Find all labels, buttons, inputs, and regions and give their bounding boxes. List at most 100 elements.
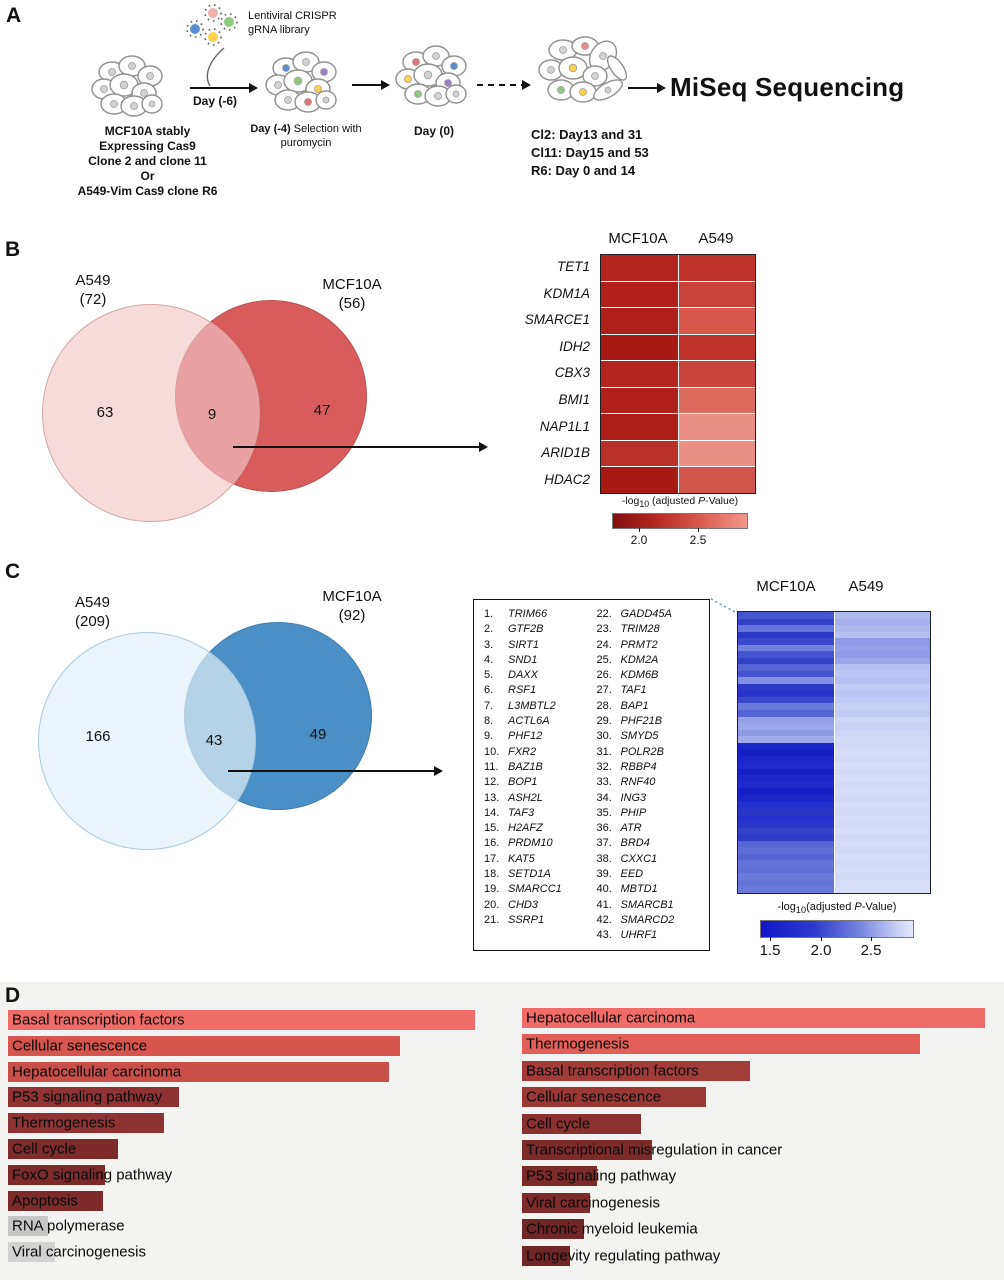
gene-list-number: 16. [484,837,500,850]
panel-a-label: A [6,4,22,27]
colorbar-b-ticklabel-2: 2.5 [689,533,707,547]
heatmap-b-cell [601,387,678,414]
pathway-bar [522,1087,706,1108]
legend-b-p: P [698,495,706,507]
gene-list-number: 24. [596,638,612,651]
heatmap-b-colorbar [612,513,748,529]
gene-list-name: SMARCD2 [620,913,675,926]
gene-list-name: SMARCB1 [620,898,674,911]
heatmap-b-grid [600,254,756,494]
pathway-bar-row: Cellular senescence [522,1087,1004,1108]
gene-list-item: 27. TAF1 [597,683,710,698]
gene-list-item: 43. UHRF1 [597,928,710,943]
gene-list-number: 35. [596,806,612,819]
gene-list-item: 23. TRIM28 [597,622,710,637]
gene-list-number: 3. [484,638,494,651]
pathway-bar [8,1010,475,1030]
heatmap-c-cell [834,703,930,711]
pathway-bar-label: Cell cycle [526,1115,591,1133]
gene-list-name: ATR [620,822,642,835]
venn-c-right-title: MCF10A (92) [322,588,382,624]
heatmap-c-cell [738,723,834,730]
gene-list-number: 36. [596,822,612,835]
pathway-bar-row: Thermogenesis [522,1034,1004,1055]
gene-list-number: 20. [484,898,500,911]
gene-list-number: 43. [596,929,612,942]
day-minus4-bold: Day (-4) [250,123,291,135]
gene-list-number: 14. [484,806,500,819]
heatmap-c-cell [834,860,930,867]
gene-list-item: 18. SETD1A [484,867,597,882]
venn-c-mcf10a-count: 49 [309,726,327,743]
gene-list-name: CXXC1 [620,852,658,865]
arrow-day-minus6 [190,82,258,93]
venn-b-overlap-count: 9 [207,406,217,423]
pathway-bar [8,1035,400,1056]
legend-c-sub: 10 [795,905,807,916]
gene-list-item: 16. PRDM10 [484,836,597,851]
arrow-dashed-passage [477,79,531,90]
heatmap-b-cell [601,281,678,308]
heatmap-c-cell [834,670,930,678]
gene-list-number: 30. [596,730,612,743]
colorbar-c-tick-2 [821,937,822,941]
heatmap-c-cell [738,827,834,835]
gene-list-number: 1. [484,608,494,620]
venn-b-right-title: MCF10A (56) [322,276,382,312]
heatmap-c-cell [834,886,930,893]
pathway-bar-row: Transcriptional misregulation in cancer [522,1139,1004,1160]
gene-list-name: L3MBTL2 [508,699,556,712]
gene-list-number: 38. [596,852,612,865]
heatmap-c-cell [834,808,930,815]
gene-list-number: 4. [484,653,494,666]
gene-list-number: 22. [596,608,612,620]
heatmap-c-cell [738,755,834,763]
gene-list-number: 34. [596,791,612,804]
legend-b-mid: (adjusted [649,495,699,507]
legend-c-post: -Value) [861,901,897,913]
colorbar-b-ticklabel-1: 2.0 [630,533,648,547]
gene-list-name: KDM6B [620,669,659,682]
gene-list-number: 28. [596,699,612,712]
day-minus4-rest: Selection with puromycin [280,123,362,150]
heatmap-b-cell [601,361,678,387]
heatmap-b-row-label: BMI1 [558,392,590,408]
gene-list-number: 18. [484,868,500,881]
heatmap-c-cell [738,736,834,743]
gene-list-name: POLR2B [620,745,664,758]
pathway-bar [8,1242,55,1263]
heatmap-b-cell [601,440,678,467]
heatmap-c-cell [738,762,834,769]
colorbar-c-tick-3 [871,937,872,941]
colorbar-c-ticklabel-1: 1.5 [759,942,781,959]
gene-list-name: BAP1 [620,699,649,712]
legend-b-pre: -log [621,495,640,507]
gene-list-name: BRD4 [620,837,650,850]
venn-c-a549-circle [38,632,256,850]
legend-b-sub: 10 [639,499,650,510]
gene-list-number: 8. [484,715,494,728]
colorbar-b-tick-1 [639,528,640,532]
pathway-bar-row: P53 signaling pathway [522,1166,1004,1187]
arrow-day0 [352,79,390,90]
heatmap-c-cell [738,821,834,828]
pathway-bar-label: Basal transcription factors [526,1062,699,1080]
pathway-bar-label: Viral carcinogenesis [526,1194,660,1212]
heatmap-b-cell [601,308,678,334]
venn-b-a549-count: 63 [96,404,114,421]
heatmap-c-cell [834,788,930,795]
gene-list-name: PHIP [620,806,647,819]
gene-list-col-2: 22. GADD45A 23. TRIM28 24. PRMT2 25. KDM2A 26. KD… [597,607,710,950]
heatmap-c-cell [834,847,930,854]
heatmap-c-cell [738,840,834,848]
gene-list-name: PRDM10 [508,837,553,850]
heatmap-c-cell [738,866,834,874]
gene-list-item: 39. EED [597,867,710,882]
heatmap-c-cell [738,847,834,854]
heatmap-b-cell [678,440,755,467]
heatmap-c-cell [834,749,930,756]
heatmap-b-cell [678,387,755,414]
heatmap-c-cell [738,703,834,711]
arrow-to-sequencing [628,82,666,93]
